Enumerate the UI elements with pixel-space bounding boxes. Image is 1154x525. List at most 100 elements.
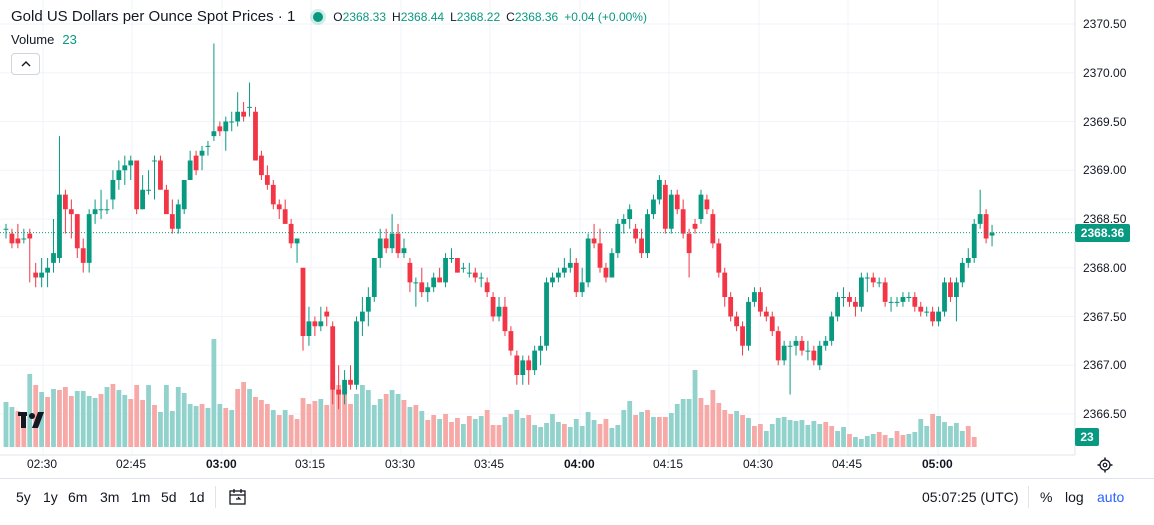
ohlc-high: H2368.44 <box>392 9 445 24</box>
volume-bar <box>15 411 21 447</box>
range-1d-button[interactable]: 1d <box>189 489 205 505</box>
clock-timezone-button[interactable]: 05:07:25 (UTC) <box>922 489 1019 505</box>
market-status-dot[interactable] <box>310 8 327 25</box>
price-tick-label: 2367.50 <box>1083 309 1127 324</box>
candle <box>336 365 342 410</box>
candle <box>98 189 104 219</box>
candle <box>942 277 947 317</box>
candle-body <box>80 248 86 263</box>
candle <box>211 43 217 141</box>
candle-body <box>460 267 466 269</box>
symbol-legend: Gold US Dollars per Ounce Spot Prices · … <box>11 8 653 25</box>
last-price-tag: 2368.36 <box>1075 223 1130 242</box>
settings-gear-icon[interactable] <box>1096 456 1114 474</box>
volume-legend[interactable]: Volume 23 <box>11 32 77 47</box>
chart-canvas[interactable] <box>0 0 1154 478</box>
percent-scale-button[interactable]: % <box>1040 489 1053 505</box>
volume-bar <box>211 339 217 447</box>
candle-body <box>371 258 377 297</box>
log-scale-button[interactable]: log <box>1065 489 1084 505</box>
candle <box>609 248 615 278</box>
collapse-legend-button[interactable] <box>11 53 40 75</box>
candle-body <box>657 180 662 200</box>
volume-bar <box>757 424 763 447</box>
candle-body <box>674 194 680 210</box>
candle-body <box>686 233 692 254</box>
volume-bar <box>591 420 597 447</box>
candle <box>948 277 953 302</box>
volume-bar <box>567 427 573 447</box>
volume-bar <box>270 410 276 447</box>
candle <box>134 160 140 215</box>
candle-body <box>579 282 585 293</box>
candle <box>573 258 579 297</box>
candle-body <box>27 233 33 239</box>
volume-bar <box>460 424 466 447</box>
range-1y-button[interactable]: 1y <box>43 489 58 505</box>
candle-body <box>437 277 443 283</box>
volume-bar <box>526 415 532 447</box>
tradingview-logo <box>18 412 44 428</box>
candle <box>360 297 365 336</box>
last-volume-tag: 23 <box>1075 428 1099 446</box>
candle-body <box>556 272 561 278</box>
candle <box>841 287 846 307</box>
volume-bar <box>449 422 454 447</box>
volume-bar <box>395 394 401 447</box>
volume-bar <box>431 415 437 447</box>
candle <box>645 209 650 258</box>
volume-bar <box>199 404 205 447</box>
candle-body <box>888 301 894 303</box>
range-5y-button[interactable]: 5y <box>16 489 31 505</box>
candle-body <box>169 214 175 229</box>
volume-bar <box>478 416 484 447</box>
candle <box>348 365 353 390</box>
volume-bar <box>538 427 543 447</box>
candle <box>122 155 128 185</box>
volume-bar <box>532 425 538 447</box>
volume-bar <box>294 419 300 447</box>
candle <box>746 297 751 351</box>
candle-body <box>609 253 615 278</box>
volume-bar <box>413 405 419 447</box>
candle <box>86 209 92 273</box>
symbol-title[interactable]: Gold US Dollars per Ounce Spot Prices · … <box>11 8 296 25</box>
time-tick-label: 03:30 <box>385 457 416 471</box>
range-6m-button[interactable]: 6m <box>68 489 88 505</box>
candle <box>354 316 359 390</box>
volume-bar <box>324 405 330 447</box>
candle <box>585 233 591 288</box>
candle-body <box>365 297 371 312</box>
toolbar-divider <box>1028 486 1029 508</box>
candle-body <box>158 160 163 190</box>
range-1m-button[interactable]: 1m <box>131 489 151 505</box>
candle-body <box>324 311 330 317</box>
volume-bar <box>122 395 128 447</box>
candle <box>33 262 39 288</box>
candle <box>383 228 389 254</box>
candle-body <box>74 214 80 249</box>
volume-bar <box>342 390 347 447</box>
candle-body <box>211 131 217 137</box>
candle <box>68 199 74 239</box>
time-tick-label: 05:00 <box>922 457 953 471</box>
candle-body <box>282 209 288 224</box>
time-tick-label: 04:45 <box>832 457 863 471</box>
range-5d-button[interactable]: 5d <box>161 489 177 505</box>
volume-bar <box>371 405 377 447</box>
candle-body <box>288 223 294 244</box>
volume-bar <box>686 399 692 447</box>
candle <box>787 340 793 395</box>
candle-body <box>508 331 514 351</box>
price-change: +0.04 (+0.00%) <box>564 9 647 24</box>
candle-body <box>348 379 353 385</box>
range-3m-button[interactable]: 3m <box>100 489 120 505</box>
auto-scale-button[interactable]: auto <box>1097 489 1125 505</box>
volume-bar <box>110 384 116 447</box>
volume-bar <box>365 390 371 447</box>
candle-body <box>597 243 603 268</box>
candle-body <box>959 262 965 283</box>
volume-bar <box>223 408 229 447</box>
date-range-icon[interactable] <box>228 487 248 507</box>
candle <box>377 228 383 268</box>
